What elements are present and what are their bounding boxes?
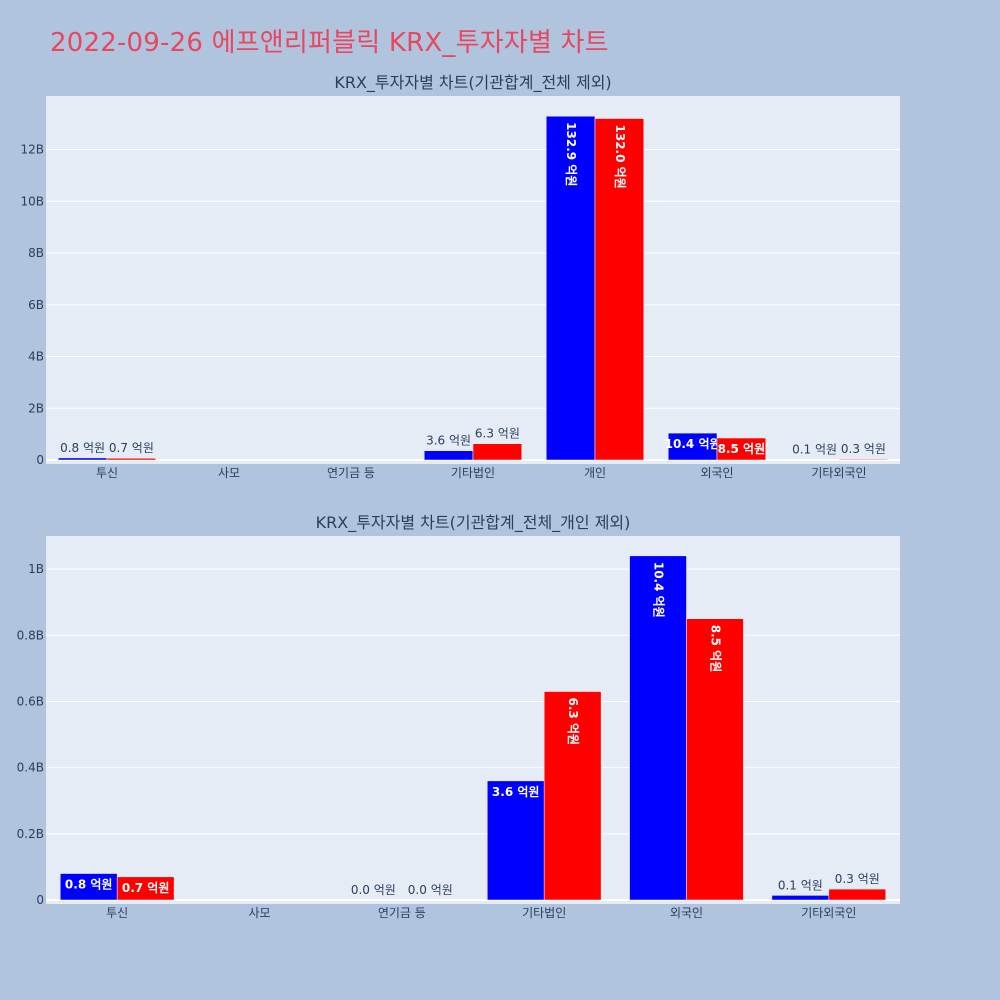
y-tick-label: 6B bbox=[28, 298, 44, 312]
y-tick-label: 0.2B bbox=[17, 827, 44, 841]
data-label: 0.8 억원 bbox=[60, 441, 105, 455]
bar bbox=[828, 888, 887, 901]
data-label: 0.1 억원 bbox=[778, 878, 823, 892]
data-label: 132.9 억원 bbox=[564, 122, 578, 186]
data-label: 6.3 억원 bbox=[566, 698, 580, 746]
x-tick-label: 연기금 등 bbox=[378, 906, 426, 920]
y-tick-label: 0.6B bbox=[17, 694, 44, 708]
data-label: 6.3 억원 bbox=[475, 427, 520, 441]
y-tick-label: 0 bbox=[36, 453, 44, 467]
chart-bottom: KRX_투자자별 차트(기관합계_전체_개인 제외) 0 0.2B 0.4B 0.6B 0… bbox=[17, 513, 900, 920]
page-title: 2022-09-26 에프앤리퍼블릭 KRX_투자자별 차트 bbox=[50, 28, 609, 58]
x-tick-label: 사모 bbox=[218, 466, 240, 480]
bar bbox=[838, 458, 889, 461]
chart-title: KRX_투자자별 차트(기관합계_전체_개인 제외) bbox=[316, 513, 631, 533]
x-tick-label: 기타법인 bbox=[451, 466, 495, 480]
x-tick-label: 투신 bbox=[96, 466, 118, 480]
y-tick-label: 8B bbox=[28, 246, 44, 260]
data-label: 10.4 억원 bbox=[652, 562, 666, 618]
y-tick-label: 2B bbox=[28, 401, 44, 415]
x-tick-label: 외국인 bbox=[670, 906, 703, 920]
data-label: 0.3 억원 bbox=[841, 442, 886, 456]
y-tick-label: 0 bbox=[36, 893, 44, 907]
data-label: 8.5 억원 bbox=[708, 625, 722, 673]
bar bbox=[667, 432, 718, 461]
y-tick-label: 10B bbox=[20, 194, 44, 208]
x-tick-label: 기타외국인 bbox=[801, 906, 856, 920]
plot-area bbox=[46, 96, 900, 464]
x-tick-label: 기타외국인 bbox=[811, 466, 866, 480]
bar bbox=[486, 780, 545, 901]
y-tick-label: 1B bbox=[28, 562, 44, 576]
data-label: 0.8 억원 bbox=[65, 878, 113, 892]
bar bbox=[116, 876, 175, 901]
bar bbox=[59, 873, 118, 901]
bar bbox=[594, 118, 645, 461]
data-label: 3.6 억원 bbox=[426, 434, 471, 448]
chart-top: KRX_투자자별 차트(기관합계_전체 제외) 0 2B 4B 6B 8B 10B 12B 투신… bbox=[20, 73, 900, 480]
data-label: 0.7 억원 bbox=[122, 881, 170, 895]
bar bbox=[716, 437, 767, 461]
data-label: 10.4 억원 bbox=[665, 437, 721, 451]
data-label: 3.6 억원 bbox=[492, 785, 540, 799]
bar bbox=[629, 555, 687, 901]
data-label: 0.0 억원 bbox=[408, 883, 453, 897]
x-tick-label: 개인 bbox=[584, 466, 606, 480]
bar bbox=[543, 691, 602, 901]
y-tick-label: 0.4B bbox=[17, 761, 44, 775]
bar bbox=[106, 457, 157, 461]
bar bbox=[423, 450, 474, 461]
plot-area bbox=[46, 536, 900, 904]
data-label: 0.7 억원 bbox=[109, 441, 154, 455]
x-tick-label: 연기금 등 bbox=[327, 466, 375, 480]
data-label: 8.5 억원 bbox=[718, 442, 766, 456]
x-tick-label: 사모 bbox=[248, 906, 270, 920]
x-tick-label: 외국인 bbox=[700, 466, 733, 480]
bar bbox=[771, 895, 830, 901]
data-label: 0.0 억원 bbox=[351, 883, 396, 897]
bar bbox=[57, 457, 108, 461]
bar bbox=[686, 618, 744, 901]
bar bbox=[472, 443, 523, 461]
y-tick-label: 0.8B bbox=[17, 628, 44, 642]
y-tick-label: 12B bbox=[20, 143, 44, 157]
x-tick-label: 투신 bbox=[106, 906, 128, 920]
x-tick-label: 기타법인 bbox=[522, 906, 566, 920]
y-tick-label: 4B bbox=[28, 350, 44, 364]
data-label: 0.1 억원 bbox=[792, 443, 837, 457]
data-label: 0.3 억원 bbox=[835, 872, 880, 886]
bar bbox=[545, 115, 596, 461]
chart-title: KRX_투자자별 차트(기관합계_전체 제외) bbox=[334, 73, 611, 93]
data-label: 132.0 억원 bbox=[613, 125, 627, 189]
